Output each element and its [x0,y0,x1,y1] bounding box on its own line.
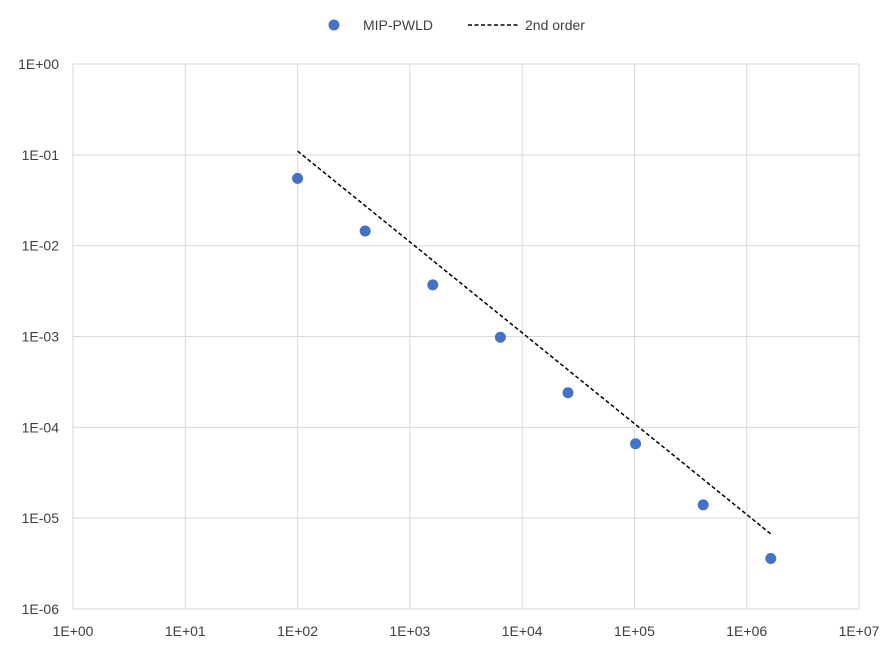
y-tick-label: 1E-06 [22,601,60,617]
legend-label-mip-pwld: MIP-PWLD [363,17,433,33]
x-tick-label: 1E+07 [839,623,880,639]
x-tick-label: 1E+05 [614,623,655,639]
y-tick-label: 1E-02 [22,238,60,254]
data-point-mip-pwld [630,438,642,450]
data-point-mip-pwld [427,279,439,291]
x-tick-label: 1E+00 [53,623,94,639]
data-point-mip-pwld [765,552,777,564]
legend-marker-mip-pwld [328,19,340,31]
data-point-mip-pwld [494,331,506,343]
x-tick-label: 1E+01 [165,623,206,639]
y-tick-label: 1E-03 [22,329,60,345]
x-tick-label: 1E+02 [277,623,318,639]
legend: MIP-PWLD 2nd order [328,17,585,33]
y-tick-label: 1E+00 [18,56,59,72]
series-line-2nd-order [297,150,772,535]
y-tick-label: 1E-04 [22,419,60,435]
series-layer [292,150,777,564]
x-tick-label: 1E+06 [726,623,767,639]
tick-layer: 1E+00 1E+01 1E+02 1E+03 1E+04 1E+05 1E+06 1E+07… [18,56,880,639]
y-tick-label: 1E-05 [22,510,60,526]
data-point-mip-pwld [359,225,371,237]
data-point-mip-pwld [562,387,574,399]
x-tick-label: 1E+03 [389,623,430,639]
y-tick-label: 1E-01 [22,147,60,163]
data-point-mip-pwld [697,499,709,511]
data-point-mip-pwld [292,172,304,184]
x-tick-label: 1E+04 [502,623,543,639]
grid-layer [72,63,860,610]
legend-label-2nd-order: 2nd order [525,17,585,33]
